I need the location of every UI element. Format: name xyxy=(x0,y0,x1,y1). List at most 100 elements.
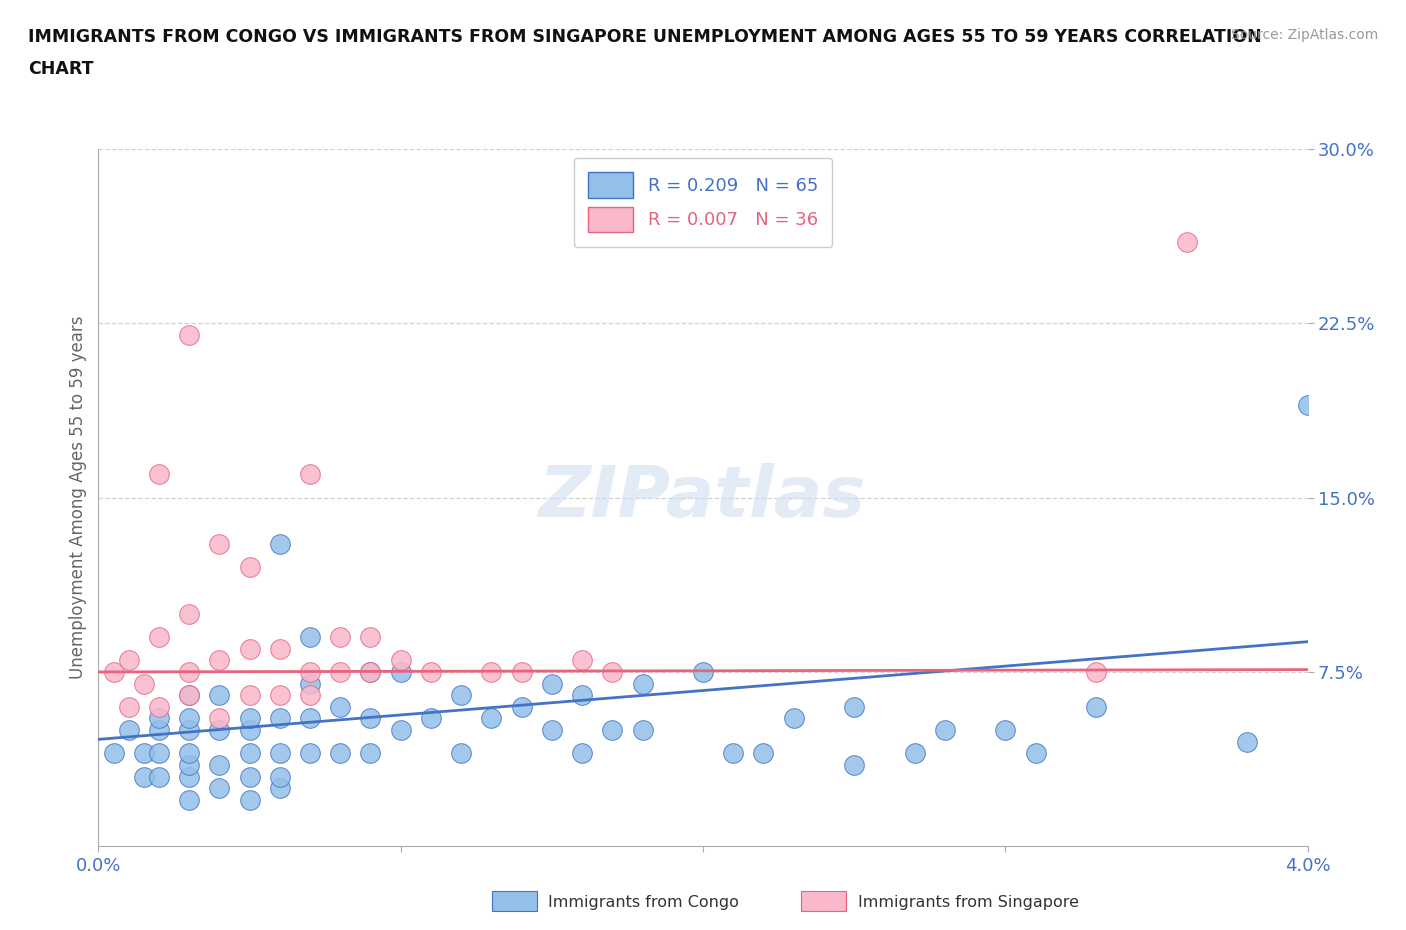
Point xyxy=(540,676,562,691)
Point xyxy=(723,746,745,761)
Point xyxy=(269,711,291,726)
Point xyxy=(239,642,262,657)
Point xyxy=(132,746,155,761)
Point xyxy=(208,757,231,772)
Point xyxy=(903,746,925,761)
Point xyxy=(179,792,201,807)
Point xyxy=(299,665,322,680)
Point xyxy=(299,688,322,703)
Point xyxy=(148,769,170,784)
Point xyxy=(479,711,503,726)
Point xyxy=(359,711,381,726)
Point xyxy=(269,537,291,551)
Point xyxy=(692,665,714,680)
Point xyxy=(359,665,381,680)
Point xyxy=(631,723,654,737)
Text: Source: ZipAtlas.com: Source: ZipAtlas.com xyxy=(1230,28,1378,42)
Point xyxy=(1085,699,1108,714)
Point xyxy=(389,665,412,680)
Point xyxy=(208,711,231,726)
Point xyxy=(602,665,624,680)
Point xyxy=(269,781,291,796)
Point xyxy=(450,688,472,703)
Y-axis label: Unemployment Among Ages 55 to 59 years: Unemployment Among Ages 55 to 59 years xyxy=(69,316,87,679)
Text: IMMIGRANTS FROM CONGO VS IMMIGRANTS FROM SINGAPORE UNEMPLOYMENT AMONG AGES 55 TO: IMMIGRANTS FROM CONGO VS IMMIGRANTS FROM… xyxy=(28,28,1261,46)
Point xyxy=(239,560,262,575)
Point xyxy=(269,769,291,784)
Point xyxy=(359,630,381,644)
Point xyxy=(179,688,201,703)
Point xyxy=(450,746,472,761)
Point xyxy=(148,746,170,761)
Point xyxy=(179,688,201,703)
Point xyxy=(208,688,231,703)
Point xyxy=(571,653,593,668)
Point xyxy=(239,792,262,807)
Point xyxy=(103,746,125,761)
Point xyxy=(1024,746,1046,761)
Point xyxy=(934,723,956,737)
Point xyxy=(631,676,654,691)
Point xyxy=(540,723,562,737)
Point xyxy=(510,665,533,680)
Point xyxy=(132,769,155,784)
Point xyxy=(179,746,201,761)
Point xyxy=(179,606,201,621)
Text: Immigrants from Congo: Immigrants from Congo xyxy=(548,895,740,910)
Point xyxy=(208,781,231,796)
Point xyxy=(994,723,1017,737)
Point xyxy=(118,723,141,737)
Point xyxy=(179,711,201,726)
Point xyxy=(571,746,593,761)
Point xyxy=(179,723,201,737)
Point xyxy=(179,327,201,342)
Point xyxy=(329,699,352,714)
Point xyxy=(359,665,381,680)
Point xyxy=(118,699,141,714)
Point xyxy=(1085,665,1108,680)
Point xyxy=(1175,234,1198,249)
Point xyxy=(479,665,503,680)
Point xyxy=(571,688,593,703)
Point xyxy=(239,688,262,703)
Point xyxy=(148,723,170,737)
Point xyxy=(299,630,322,644)
Point xyxy=(389,723,412,737)
Point xyxy=(179,769,201,784)
Point xyxy=(844,699,866,714)
Point xyxy=(269,642,291,657)
Point xyxy=(269,688,291,703)
Point xyxy=(239,711,262,726)
Point xyxy=(132,676,155,691)
Point xyxy=(359,746,381,761)
Point xyxy=(299,676,322,691)
Text: Immigrants from Singapore: Immigrants from Singapore xyxy=(858,895,1078,910)
Point xyxy=(510,699,533,714)
Point xyxy=(239,769,262,784)
Point xyxy=(179,665,201,680)
Point xyxy=(329,665,352,680)
Point xyxy=(179,757,201,772)
Point xyxy=(208,653,231,668)
Point xyxy=(148,630,170,644)
Point xyxy=(782,711,804,726)
Point xyxy=(1236,735,1258,750)
Point xyxy=(419,665,441,680)
Point xyxy=(389,653,412,668)
Text: ZIPatlas: ZIPatlas xyxy=(540,463,866,532)
Point xyxy=(329,746,352,761)
Point xyxy=(419,711,441,726)
Point xyxy=(299,711,322,726)
Point xyxy=(208,723,231,737)
Point xyxy=(239,746,262,761)
Point xyxy=(329,630,352,644)
Point xyxy=(239,723,262,737)
Point xyxy=(103,665,125,680)
Point xyxy=(269,746,291,761)
Point xyxy=(208,537,231,551)
Text: CHART: CHART xyxy=(28,60,94,78)
Point xyxy=(299,746,322,761)
Point xyxy=(1296,397,1319,412)
Point xyxy=(148,467,170,482)
Point xyxy=(148,699,170,714)
